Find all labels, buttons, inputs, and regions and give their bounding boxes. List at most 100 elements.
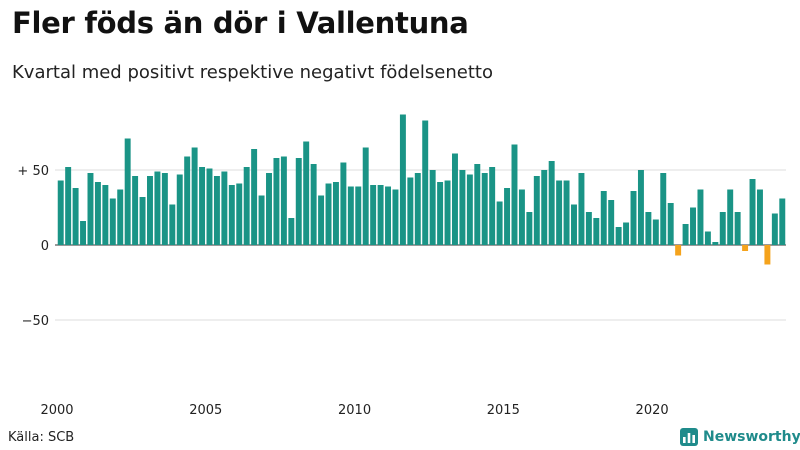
- bar-positive: [608, 200, 615, 245]
- bar-positive: [719, 212, 726, 245]
- bar-positive: [57, 180, 64, 245]
- bar-positive: [727, 189, 734, 245]
- bar-positive: [548, 161, 555, 245]
- bar-positive: [347, 186, 354, 245]
- newsworthy-bar-icon: [680, 428, 698, 446]
- bar-positive: [414, 173, 421, 245]
- bar-positive: [213, 176, 220, 245]
- bar-positive: [370, 185, 377, 245]
- bar-positive: [704, 231, 711, 245]
- bar-positive: [332, 182, 339, 245]
- bar-positive: [243, 167, 250, 245]
- bar-positive: [147, 176, 153, 245]
- bar-positive: [310, 164, 317, 245]
- bar-positive: [236, 183, 243, 245]
- bar-positive: [266, 173, 272, 245]
- bar-positive: [533, 176, 540, 245]
- bar-positive: [563, 180, 570, 245]
- bar-positive: [72, 188, 79, 245]
- bar-positive: [362, 147, 369, 245]
- bar-positive: [80, 221, 87, 245]
- bar-positive: [623, 222, 630, 245]
- bar-positive: [682, 224, 689, 245]
- bar-positive: [615, 227, 622, 245]
- bar-positive: [556, 180, 563, 245]
- bar-positive: [385, 186, 391, 245]
- bar-positive: [273, 158, 280, 245]
- bars: [57, 114, 786, 265]
- bar-positive: [444, 180, 451, 245]
- bar-positive: [280, 156, 287, 245]
- bar-positive: [251, 149, 258, 245]
- bar-positive: [697, 189, 704, 245]
- bar-positive: [340, 162, 347, 245]
- bar-positive: [660, 173, 667, 245]
- bar-positive: [228, 185, 235, 245]
- chart-title: Fler föds än dör i Vallentuna: [12, 6, 469, 40]
- bar-positive: [667, 203, 674, 245]
- bar-positive: [392, 189, 399, 245]
- bar-positive: [452, 153, 458, 245]
- bar-positive: [132, 176, 139, 245]
- bar-positive: [325, 183, 332, 245]
- bar-positive: [466, 174, 473, 245]
- bar-positive: [749, 179, 756, 245]
- newsworthy-logo: Newsworthy: [680, 428, 800, 446]
- bar-positive: [295, 158, 302, 245]
- bar-positive: [407, 177, 414, 245]
- x-axis-labels: 2000 2005 2010 2015 2020: [40, 403, 668, 418]
- bar-positive: [600, 191, 607, 245]
- bar-positive: [206, 168, 213, 245]
- y-tick-label: −50: [22, 314, 49, 329]
- bar-positive: [176, 174, 183, 245]
- bar-positive: [504, 188, 511, 245]
- bar-positive: [184, 156, 191, 245]
- bar-positive: [518, 189, 525, 245]
- bar-negative: [764, 245, 771, 265]
- bar-positive: [422, 120, 429, 245]
- bar-positive: [526, 212, 533, 245]
- bar-positive: [474, 164, 481, 245]
- bar-positive: [161, 173, 168, 245]
- x-tick-label: 2000: [40, 403, 73, 418]
- bar-positive: [496, 201, 503, 245]
- bar-positive: [191, 147, 198, 245]
- bar-positive: [771, 213, 778, 245]
- x-tick-label: 2010: [338, 403, 371, 418]
- bar-positive: [652, 219, 659, 245]
- bar-positive: [585, 212, 592, 245]
- bar-positive: [437, 182, 444, 245]
- bar-positive: [65, 167, 72, 245]
- brand-name: Newsworthy: [703, 429, 800, 445]
- bar-positive: [734, 212, 741, 245]
- bar-positive: [102, 185, 109, 245]
- bar-positive: [756, 189, 763, 245]
- bar-positive: [630, 191, 637, 245]
- bar-positive: [288, 218, 295, 245]
- bar-positive: [124, 138, 131, 245]
- bar-positive: [94, 182, 101, 245]
- bar-positive: [481, 173, 488, 245]
- bar-positive: [117, 189, 124, 245]
- bar-positive: [399, 114, 406, 245]
- bar-positive: [511, 144, 518, 245]
- bar-positive: [645, 212, 652, 245]
- bar-positive: [139, 197, 146, 245]
- x-tick-label: 2015: [487, 403, 520, 418]
- bar-positive: [571, 204, 577, 245]
- bar-positive: [578, 173, 585, 245]
- bar-positive: [593, 218, 600, 245]
- bar-positive: [489, 167, 496, 245]
- bar-positive: [318, 195, 325, 245]
- bar-negative: [742, 245, 749, 251]
- bar-positive: [377, 185, 384, 245]
- bar-positive: [154, 171, 161, 245]
- bar-positive: [199, 167, 206, 245]
- bar-positive: [429, 170, 436, 245]
- bar-positive: [303, 141, 310, 245]
- bar-positive: [779, 198, 786, 245]
- bar-positive: [221, 171, 228, 245]
- source-note: Källa: SCB: [8, 430, 75, 445]
- x-tick-label: 2020: [636, 403, 669, 418]
